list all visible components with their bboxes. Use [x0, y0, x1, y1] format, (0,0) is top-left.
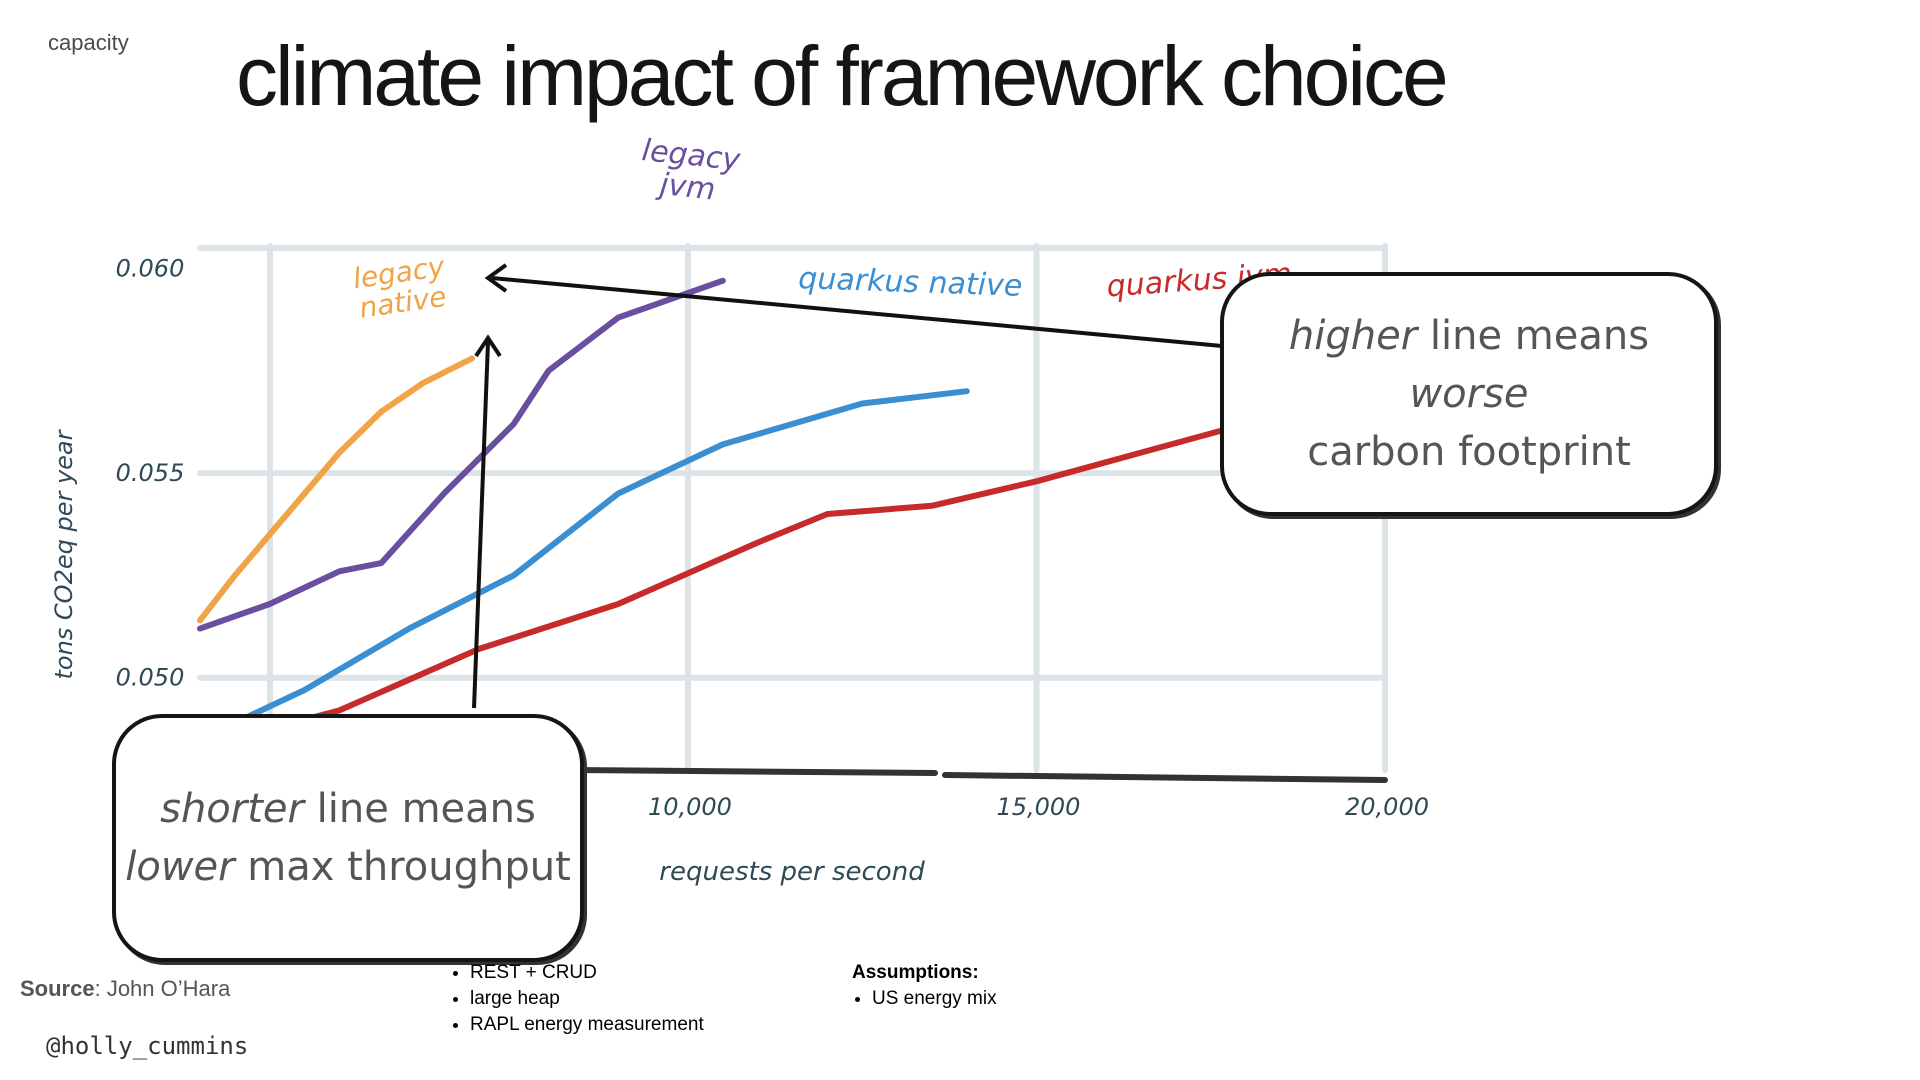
x-axis-label: requests per second: [659, 857, 925, 887]
x-tick-label: 15,000: [996, 793, 1080, 821]
series-line-quarkus-jvm: [197, 421, 1249, 751]
x-axis: [567, 767, 1388, 783]
source-value: : John O’Hara: [94, 976, 231, 1001]
bench-item: REST + CRUD: [470, 962, 704, 984]
series-label-legacy-jvm: legacyjvm: [637, 133, 743, 210]
bench-item: large heap: [470, 988, 704, 1010]
series-line-quarkus-native: [197, 388, 970, 743]
assumptions-heading: Assumptions:: [852, 962, 979, 983]
arrow-shorter-head: [474, 334, 502, 358]
callout-higher-text2: carbon footprint: [1307, 429, 1631, 475]
y-tick-label: 0.050: [116, 664, 185, 692]
series-label-quarkus-native: quarkus native: [798, 261, 1023, 304]
x-axis-line: [942, 772, 1388, 783]
assumption-item: US energy mix: [872, 988, 997, 1010]
y-tick-label: 0.060: [116, 254, 185, 282]
bench-item: RAPL energy measurement: [470, 1014, 704, 1036]
series-line-legacy-jvm: [197, 277, 726, 632]
y-axis-label: tons CO2eq per year: [50, 428, 78, 679]
section-label: capacity: [48, 30, 129, 55]
callout-shorter-em2: lower: [125, 844, 235, 890]
arrow-shorter-line: [472, 341, 490, 709]
source-label: Source: [20, 976, 95, 1001]
annotation-arrows: [472, 263, 1223, 709]
chart-series: [197, 277, 1249, 751]
slide-title: climate impact of framework choice: [236, 29, 1449, 123]
x-tick-labels: 10,000 15,000 20,000: [648, 793, 1429, 821]
arrow-higher-head: [484, 263, 508, 293]
callout-higher-text1: line means: [1417, 313, 1650, 359]
x-tick-label: 20,000: [1345, 793, 1429, 821]
series-label-line: jvm: [654, 167, 717, 208]
chart-grid: [197, 243, 1388, 773]
source-credit: Source: John O’Hara: [20, 976, 230, 1002]
callout-higher-line: higher line means worse carbon footprint: [1220, 272, 1718, 516]
callout-higher-em1: higher: [1288, 313, 1418, 359]
y-tick-label: 0.055: [116, 459, 185, 487]
assumptions: Assumptions: US energy mix: [852, 962, 997, 1014]
callout-shorter-line: shorter line means lower max throughput: [112, 714, 584, 962]
author-handle: @holly_cummins: [46, 1032, 249, 1060]
callout-shorter-text1: line means: [303, 786, 536, 832]
callout-shorter-em1: shorter: [160, 786, 304, 832]
x-tick-label: 10,000: [648, 793, 732, 821]
series-line-legacy-native: [197, 355, 475, 624]
y-tick-labels: 0.050 0.055 0.060: [116, 254, 185, 691]
series-label-line: quarkus native: [798, 261, 1023, 304]
series-label-legacy-native: legacynative: [351, 250, 451, 325]
arrow-higher-line: [491, 276, 1223, 348]
callout-higher-em2: worse: [1409, 371, 1529, 417]
callout-shorter-text2: max throughput: [234, 844, 571, 890]
benchmark-notes: REST + CRUD large heap RAPL energy measu…: [450, 962, 704, 1040]
x-axis-line: [567, 767, 938, 776]
